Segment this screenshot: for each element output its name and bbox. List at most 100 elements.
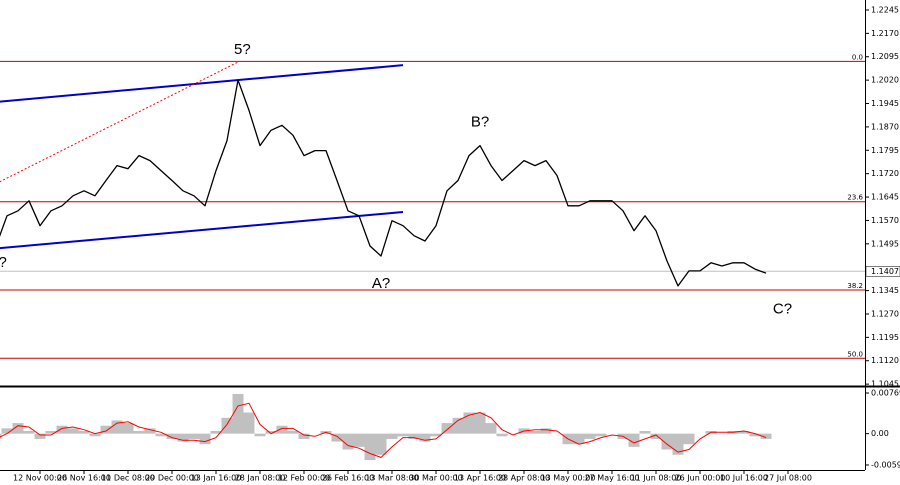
x-tick-label: 30 Mar 00:00 xyxy=(409,474,462,483)
price-panel: 0.0 23.6 38.2 50.0 5? A? B? C?? xyxy=(0,41,865,359)
x-tick-label: 11 Jun 08:00 xyxy=(631,474,682,483)
histogram-bar xyxy=(78,431,90,434)
y-tick-label: 1.1345 xyxy=(871,286,899,295)
histogram-bar xyxy=(331,433,343,442)
histogram-bar xyxy=(177,433,189,442)
wave-label: A? xyxy=(372,275,390,292)
histogram-bar xyxy=(155,433,167,437)
histogram-bar xyxy=(452,417,464,434)
y-tick-label: 1.2020 xyxy=(871,76,899,85)
level-label: 23.6 xyxy=(847,194,863,202)
histogram-bar xyxy=(573,433,585,445)
histogram-bar xyxy=(639,431,651,434)
trend-line xyxy=(0,64,404,103)
price-line xyxy=(0,79,767,287)
histogram-bar xyxy=(397,433,409,437)
x-tick-label: 28 Jan 08:00 xyxy=(235,474,286,483)
wave-label: C? xyxy=(773,300,792,317)
histogram-bar xyxy=(474,412,486,434)
histogram-bar xyxy=(672,433,684,455)
x-tick-label: 27 Jul 08:00 xyxy=(764,474,812,483)
histogram-bar xyxy=(34,433,46,439)
histogram-bar xyxy=(45,431,57,434)
wave-label: 5? xyxy=(234,41,251,58)
histogram-bar xyxy=(133,431,145,434)
histogram-bar xyxy=(100,425,112,434)
y-tick-label: 1.1495 xyxy=(871,239,899,248)
histogram-bar xyxy=(738,431,750,434)
x-tick-label: 13 May 00:00 xyxy=(541,474,596,483)
y-tick-label: 1.1720 xyxy=(871,169,899,178)
histogram-bar xyxy=(386,433,398,439)
histogram-bar xyxy=(650,433,662,439)
histogram-bar xyxy=(243,412,255,434)
trend-line xyxy=(0,211,404,250)
y-tick-label: 1.1195 xyxy=(871,333,899,342)
histogram-bar xyxy=(144,428,156,434)
trend-line xyxy=(0,61,239,183)
level-label: 50.0 xyxy=(847,350,863,358)
x-tick-label: 13 Jan 16:00 xyxy=(191,474,242,483)
histogram-bar xyxy=(760,433,772,439)
y-tick-label: 1.1945 xyxy=(871,99,899,108)
histogram-bar xyxy=(23,431,35,434)
signal-line xyxy=(0,402,767,458)
histogram-bar xyxy=(540,428,552,434)
histogram-bar xyxy=(496,433,508,437)
histogram-bar xyxy=(364,433,376,461)
histogram-bar xyxy=(408,433,420,439)
histogram-bar xyxy=(342,433,354,450)
current-price-box xyxy=(865,266,900,277)
x-tick-label: 11 Dec 08:00 xyxy=(101,474,155,483)
x-tick-label: 12 Nov 00:00 xyxy=(13,474,67,483)
histogram-bar xyxy=(166,433,178,439)
histogram-bar xyxy=(111,420,123,434)
level-label: 38.2 xyxy=(847,282,863,290)
histogram-bar xyxy=(529,431,541,434)
histogram-bar xyxy=(298,433,310,439)
histogram-bar xyxy=(463,412,475,434)
histogram-bar xyxy=(430,433,442,437)
histogram-bar xyxy=(188,433,200,439)
histogram-bar xyxy=(221,417,233,434)
y-tick-label: 1.1270 xyxy=(871,309,899,318)
histogram-bar xyxy=(67,428,79,434)
x-tick-label: 10 Jul 16:00 xyxy=(720,474,768,483)
oscillator-panel xyxy=(0,394,772,461)
histogram-bar xyxy=(276,425,288,434)
y-tick-label: 1.2170 xyxy=(871,29,899,38)
histogram-bar xyxy=(265,431,277,434)
y-tick-label: 1.2245 xyxy=(871,5,899,14)
histogram-bar xyxy=(628,433,640,447)
y-tick-label: 1.1570 xyxy=(871,216,899,225)
x-tick-label: 28 Apr 08:00 xyxy=(498,474,550,483)
histogram-bar xyxy=(232,394,244,434)
level-label: 0.0 xyxy=(852,53,863,61)
histogram-bar xyxy=(199,433,211,445)
histogram-bar xyxy=(375,433,387,455)
current-price-label: 1.1407 xyxy=(871,267,899,276)
y-tick-label: 1.1645 xyxy=(871,193,899,202)
x-tick-label: 12 Feb 00:00 xyxy=(278,474,330,483)
histogram-bar xyxy=(749,433,761,437)
x-tick-label: 27 May 16:00 xyxy=(585,474,640,483)
x-tick-label: 26 Feb 16:00 xyxy=(322,474,374,483)
histogram-bar xyxy=(584,433,596,439)
y-tick-label: 1.2095 xyxy=(871,52,899,61)
y-tick-label: 1.1870 xyxy=(871,122,899,131)
y-tick-label: 1.1120 xyxy=(871,356,899,365)
y-tick-label: 1.1045 xyxy=(871,380,899,389)
histogram-bar xyxy=(122,423,134,434)
y-tick-label: 1.1795 xyxy=(871,146,899,155)
x-tick-label: 13 Apr 16:00 xyxy=(454,474,506,483)
x-tick-label: 26 Nov 16:00 xyxy=(57,474,111,483)
histogram-bar xyxy=(287,431,299,434)
y-tick-label: -0.00593 xyxy=(871,460,900,469)
wave-label: B? xyxy=(471,114,489,131)
histogram-bar xyxy=(1,428,13,434)
histogram-bar xyxy=(441,423,453,434)
histogram-bar xyxy=(89,433,101,437)
histogram-bar xyxy=(661,433,673,450)
